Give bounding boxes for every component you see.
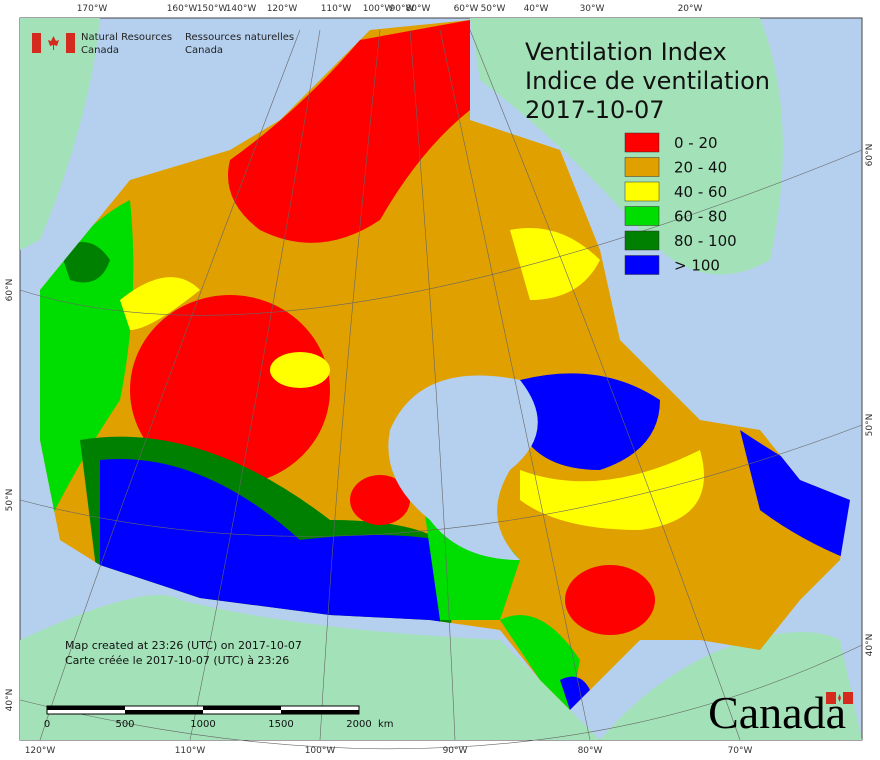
title: Indice de ventilation: [525, 67, 770, 95]
legend-swatch: [624, 181, 660, 202]
lon-label: 90°W: [443, 746, 468, 756]
lon-label: 80°W: [578, 746, 603, 756]
lon-label: 30°W: [580, 4, 605, 14]
legend-label: 80 - 100: [674, 232, 737, 250]
lon-label: 110°W: [321, 4, 352, 14]
agency-en: Natural Resources: [81, 32, 172, 43]
scale-seg: [203, 706, 281, 710]
lon-label: 40°W: [524, 4, 549, 14]
lon-label: 90°W: [390, 4, 415, 14]
title: 2017-10-07: [525, 96, 664, 124]
zone-yellow: [520, 450, 704, 530]
zone-yellow: [120, 277, 200, 330]
legend-label: 40 - 60: [674, 183, 727, 201]
zone-green: [40, 200, 134, 520]
lon-label: 50°W: [481, 4, 506, 14]
legend-swatch: [624, 255, 660, 275]
scale-label: 1000: [190, 719, 215, 730]
hudson-bay: [388, 375, 538, 560]
lat-label: 50°N: [5, 489, 15, 512]
lon-label: 70°W: [728, 746, 753, 756]
legend-swatch: [624, 230, 660, 251]
legend-label: 0 - 20: [674, 134, 718, 152]
zone-red: [350, 475, 410, 525]
scale-labels: 0 500 1000 1500 2000 km: [44, 719, 394, 730]
legend-swatch: [624, 132, 660, 153]
scale-bar: [46, 705, 360, 715]
zone-green: [500, 615, 580, 710]
scale-label: 2000: [346, 719, 371, 730]
wordmark: Canada: [708, 687, 846, 738]
zone-red: [565, 565, 655, 635]
lat-label: 60°N: [5, 279, 15, 302]
lon-label: 80°W: [406, 4, 431, 14]
lon-label: 100°W: [363, 4, 394, 14]
agency-en: Canada: [81, 45, 119, 56]
maple-leaf: [838, 694, 841, 702]
graticule: [19, 29, 863, 750]
lon-label: 160°W: [167, 4, 198, 14]
agency-fr: Ressources naturelles: [185, 32, 294, 43]
scale-label: 1500: [268, 719, 293, 730]
lat-label: 40°N: [865, 634, 875, 657]
legend-label: 60 - 80: [674, 208, 727, 226]
title: Ventilation Index: [525, 38, 727, 66]
lon-label: 170°W: [77, 4, 108, 14]
legend-swatch: [624, 206, 660, 226]
logo: [32, 33, 853, 704]
lat-label: 60°N: [865, 144, 875, 167]
scale-label: 500: [115, 719, 134, 730]
alaska: [20, 18, 100, 250]
zone-blue: [100, 459, 440, 630]
land-outside: [20, 18, 600, 740]
zone-darkgreen: [60, 242, 110, 283]
scale-seg: [47, 706, 125, 710]
flag-bar: [826, 692, 853, 704]
legend: 0 - 20 20 - 40 40 - 60 60 - 80 80 - 100 > 100: [624, 132, 737, 275]
us-east: [600, 632, 862, 740]
flag-bar: [32, 33, 41, 53]
maple-leaf: [48, 36, 59, 50]
agency-fr: Canada: [185, 45, 223, 56]
scale-seg: [125, 710, 203, 714]
legend-label: > 100: [674, 257, 720, 275]
zone-blue: [520, 373, 660, 470]
lon-label: 110°W: [175, 746, 206, 756]
lon-label: 120°W: [25, 746, 56, 756]
zone-yellow: [270, 352, 330, 388]
lon-label: 120°W: [267, 4, 298, 14]
lat-label: 40°N: [5, 689, 15, 712]
scale-label: 0: [44, 719, 50, 730]
lon-label: 100°W: [305, 746, 336, 756]
lon-label: 60°W: [454, 4, 479, 14]
legend-swatch: [624, 157, 660, 177]
zone-red: [130, 295, 330, 485]
lat-label: 50°N: [865, 414, 875, 437]
lon-label: 140°W: [226, 4, 257, 14]
flag-bar: [66, 33, 75, 53]
note: Carte créée le 2017-10-07 (UTC) à 23:26: [65, 654, 289, 667]
zone-blue: [740, 430, 850, 560]
lon-label: 20°W: [678, 4, 703, 14]
zone-yellow: [510, 228, 600, 300]
note: Map created at 23:26 (UTC) on 2017-10-07: [65, 639, 302, 652]
lon-label: 150°W: [197, 4, 228, 14]
zone-blue: [560, 676, 590, 710]
legend-label: 20 - 40: [674, 159, 727, 177]
scale-unit: km: [378, 719, 394, 730]
zone-red: [228, 20, 470, 243]
scale-seg: [281, 710, 359, 714]
